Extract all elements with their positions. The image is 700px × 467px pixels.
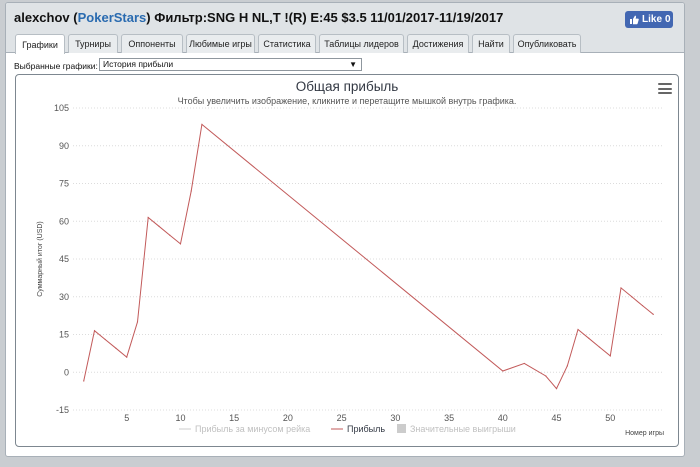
data-point bbox=[179, 243, 182, 245]
y-tick-label: 15 bbox=[59, 330, 69, 340]
title-bar: alexchov (PokerStars) Фильтр:SNG H NL,T … bbox=[6, 3, 684, 33]
data-point bbox=[93, 330, 96, 332]
y-tick-label: 30 bbox=[59, 292, 69, 302]
hamburger-menu-icon[interactable] bbox=[658, 83, 672, 95]
player-name: alexchov bbox=[14, 10, 70, 25]
filter-text: ) Фильтр:SNG H NL,T !(R) E:45 $3.5 11/01… bbox=[146, 10, 504, 25]
tab-publish[interactable]: Опубликовать bbox=[513, 34, 581, 53]
paren-open: ( bbox=[73, 10, 78, 25]
data-point bbox=[158, 225, 160, 227]
data-point bbox=[577, 328, 579, 331]
x-tick-label: 5 bbox=[124, 413, 129, 423]
thumbs-up-icon bbox=[630, 15, 639, 24]
app-window: alexchov (PokerStars) Фильтр:SNG H NL,T … bbox=[5, 2, 685, 457]
data-point bbox=[598, 346, 601, 348]
data-point bbox=[83, 380, 85, 382]
x-tick-label: 40 bbox=[498, 413, 508, 423]
site-link[interactable]: PokerStars bbox=[77, 10, 147, 25]
like-label: Like bbox=[642, 14, 663, 25]
data-point bbox=[502, 370, 504, 372]
profit-chart[interactable]: 105 90 75 60 45 30 15 0 -15 5 10 15 20 25 30 35 40 45 50 Су… bbox=[16, 75, 680, 448]
legend-item-profit[interactable]: Прибыль bbox=[347, 424, 385, 434]
y-tick-label: -15 bbox=[56, 405, 69, 415]
data-point bbox=[115, 347, 117, 349]
tab-tournaments[interactable]: Турниры bbox=[68, 34, 118, 53]
data-point bbox=[126, 356, 128, 358]
data-point bbox=[620, 287, 622, 289]
x-tick-label: 10 bbox=[175, 413, 185, 423]
y-tick-label: 0 bbox=[64, 367, 69, 377]
y-axis-label: Суммарный итог (USD) bbox=[36, 221, 44, 297]
y-tick-label: 105 bbox=[54, 103, 69, 113]
chart-title: Общая прибыль bbox=[295, 79, 399, 94]
data-point bbox=[169, 234, 171, 236]
y-tick-label: 45 bbox=[59, 254, 69, 264]
legend-swatch-big-wins bbox=[397, 424, 406, 433]
dropdown-arrow-icon: ▼ bbox=[349, 60, 357, 69]
chart-select-value: История прибыли bbox=[103, 59, 174, 69]
tab-charts[interactable]: Графики bbox=[15, 34, 65, 54]
x-tick-label: 45 bbox=[552, 413, 562, 423]
legend-item-big-wins[interactable]: Значительные выигрыши bbox=[410, 424, 516, 434]
tab-favorite-games[interactable]: Любимые игры bbox=[186, 34, 255, 53]
data-point bbox=[631, 296, 633, 298]
y-tick-label: 90 bbox=[59, 141, 69, 151]
y-tick-label: 60 bbox=[59, 216, 69, 226]
x-tick-label: 20 bbox=[283, 413, 293, 423]
like-count: 0 bbox=[665, 14, 671, 25]
x-tick-label: 50 bbox=[605, 413, 615, 423]
data-point bbox=[566, 365, 568, 367]
data-point bbox=[555, 388, 558, 390]
tab-statistics[interactable]: Статистика bbox=[258, 34, 316, 53]
tab-search[interactable]: Найти bbox=[472, 34, 510, 53]
tab-opponents[interactable]: Оппоненты bbox=[121, 34, 183, 53]
data-point bbox=[136, 321, 139, 323]
data-point bbox=[545, 375, 547, 377]
data-point bbox=[641, 304, 644, 307]
tab-leaderboards[interactable]: Таблицы лидеров bbox=[319, 34, 404, 53]
data-point bbox=[652, 313, 654, 315]
x-axis-label: Номер игры bbox=[625, 430, 664, 437]
data-point bbox=[104, 338, 106, 341]
tab-achievements[interactable]: Достижения bbox=[407, 34, 469, 53]
x-tick-label: 15 bbox=[229, 413, 239, 423]
chart-selector-label: Выбранные графики: bbox=[14, 60, 98, 71]
data-point bbox=[201, 123, 203, 125]
legend-item-net-profit[interactable]: Прибыль за минусом рейка bbox=[195, 424, 310, 434]
tab-bar: Графики Турниры Оппоненты Любимые игры С… bbox=[6, 33, 684, 54]
x-tick-label: 25 bbox=[337, 413, 347, 423]
chart-select[interactable]: История прибыли ▼ bbox=[99, 58, 362, 71]
x-tick-label: 35 bbox=[444, 413, 454, 423]
chart-subtitle: Чтобы увеличить изображение, кликните и … bbox=[177, 96, 517, 106]
facebook-like-button[interactable]: Like 0 bbox=[625, 11, 673, 28]
data-point bbox=[523, 362, 525, 365]
data-point bbox=[609, 355, 611, 357]
data-point bbox=[190, 190, 192, 192]
page-title: alexchov (PokerStars) Фильтр:SNG H NL,T … bbox=[14, 10, 503, 25]
profit-series-line bbox=[83, 123, 654, 390]
chart-container[interactable]: Общая прибыль Чтобы увеличить изображени… bbox=[15, 74, 679, 447]
y-tick-label: 75 bbox=[59, 179, 69, 189]
data-point bbox=[147, 216, 149, 219]
data-point bbox=[588, 337, 590, 339]
x-tick-label: 30 bbox=[390, 413, 400, 423]
